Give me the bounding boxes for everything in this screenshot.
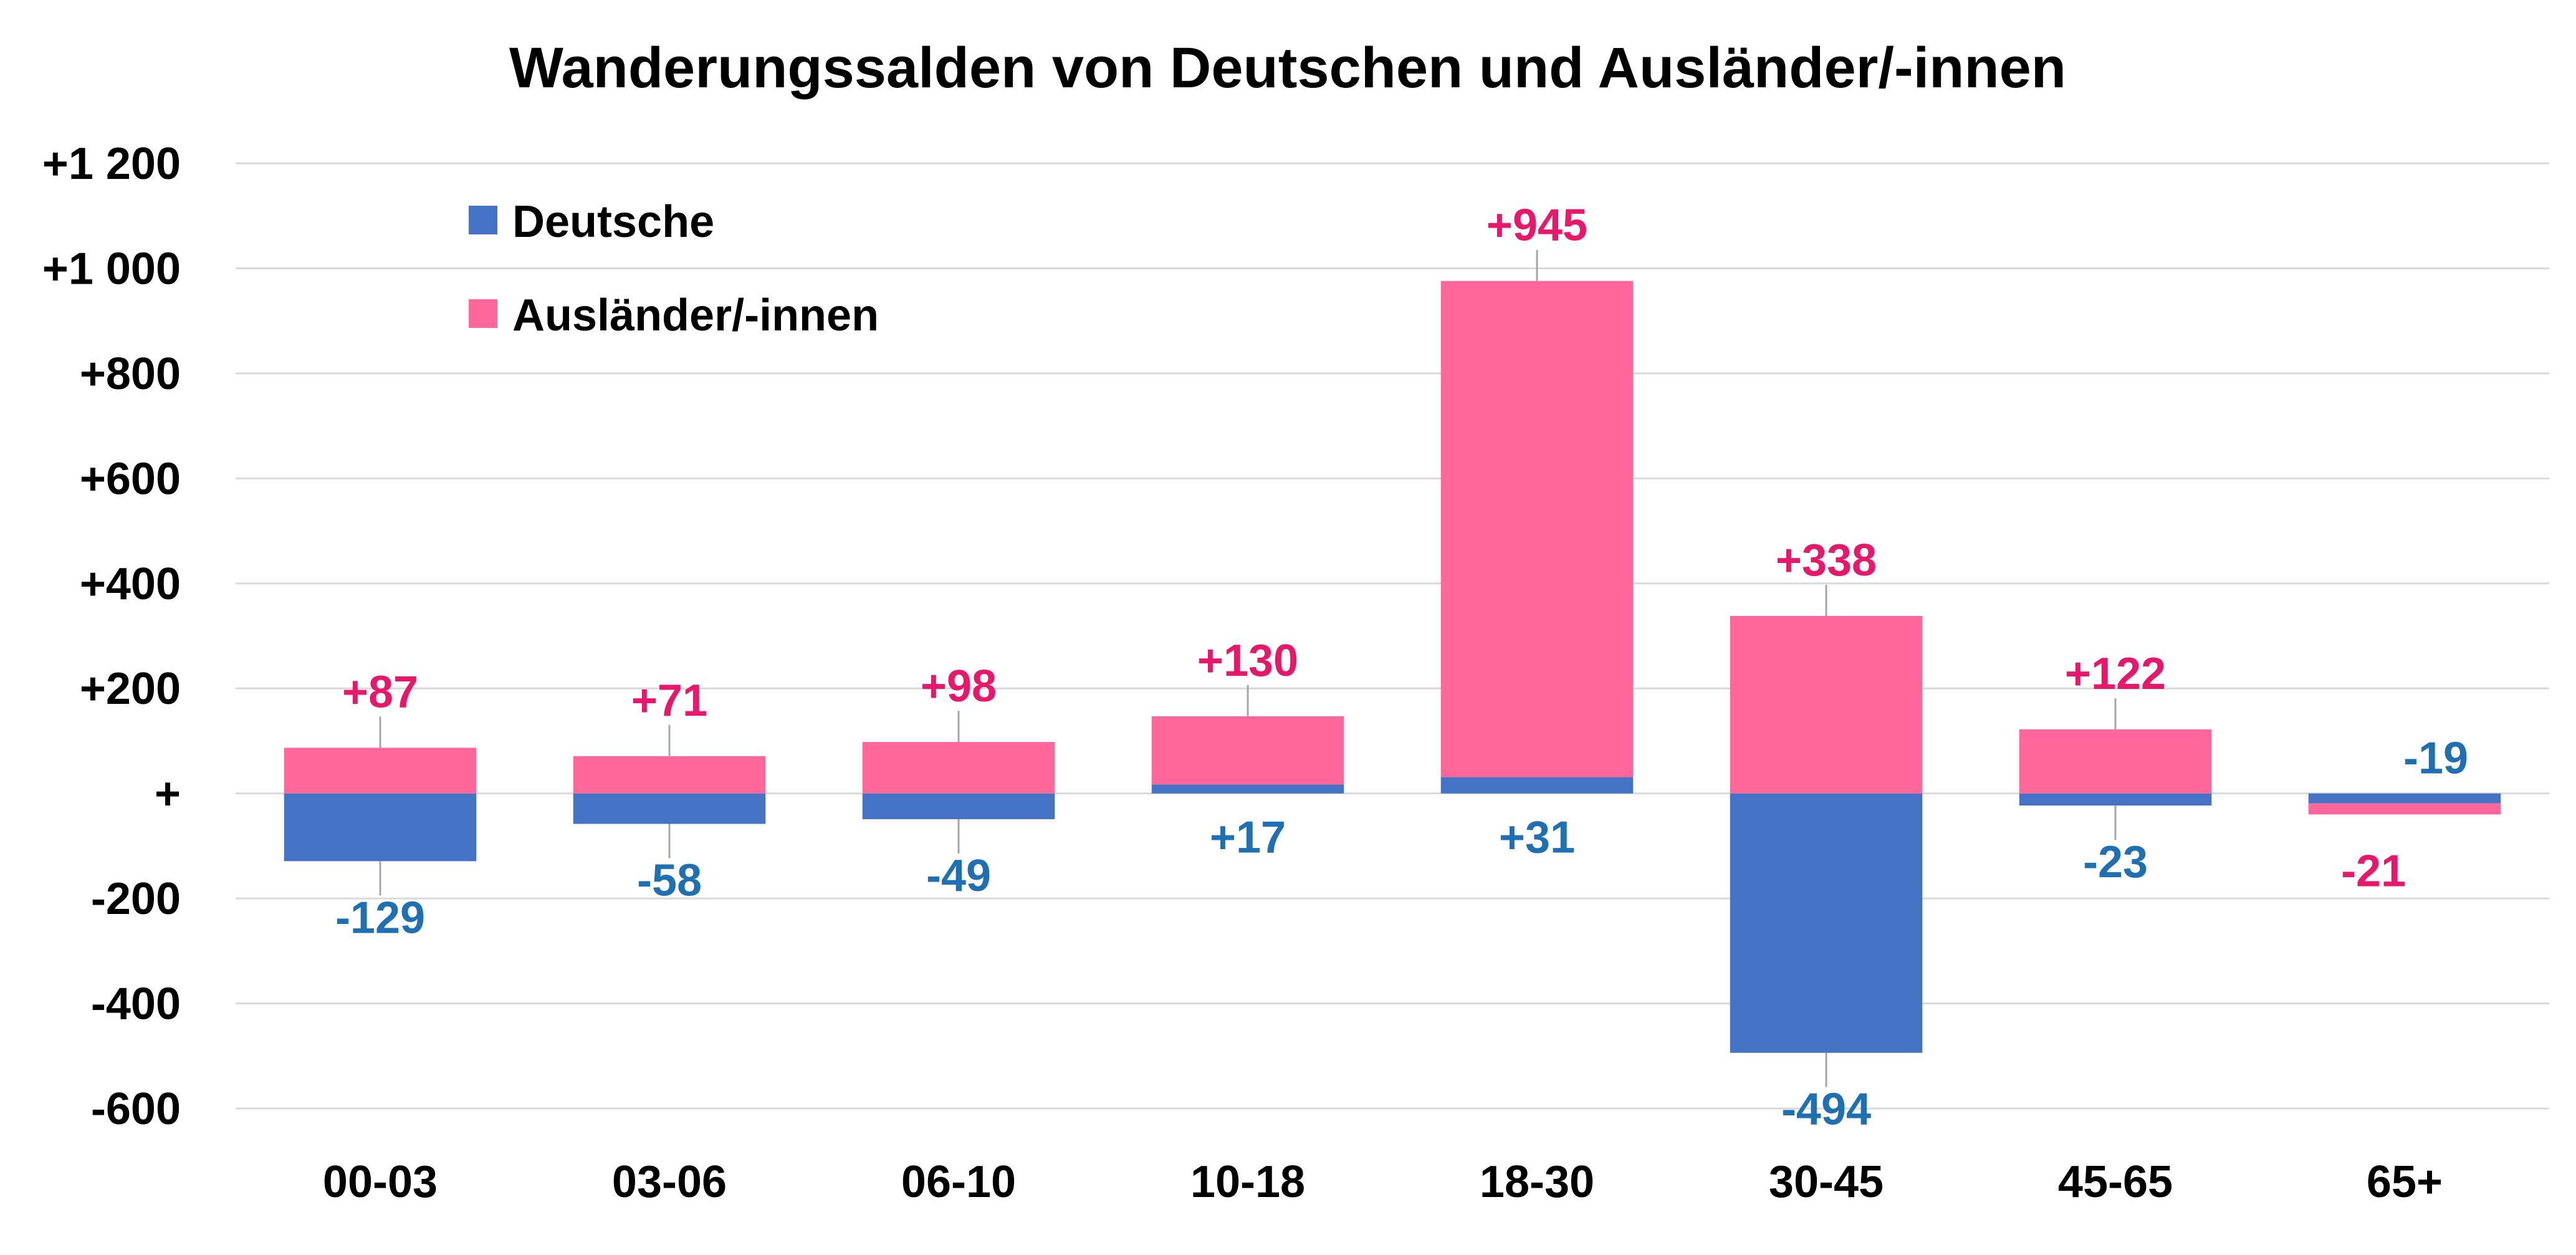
- bar-deutsche: [1440, 777, 1634, 794]
- label-deutsche: -58: [637, 856, 702, 906]
- bar-deutsche: [2019, 793, 2212, 806]
- label-deutsche: -49: [926, 851, 991, 901]
- y-tick-label: +400: [80, 559, 181, 609]
- y-tick-label: +800: [80, 349, 181, 399]
- bar-deutsche: [2308, 793, 2501, 804]
- bar-auslaender: [2019, 729, 2212, 794]
- bar-deutsche: [862, 793, 1055, 819]
- y-tick-label: +200: [80, 664, 181, 714]
- leader-lines: [379, 249, 2117, 1087]
- y-tick-label: +1 000: [42, 244, 181, 294]
- x-tick-label: 45-65: [2058, 1157, 2173, 1207]
- label-auslaender: +71: [631, 676, 707, 726]
- legend-swatch: [469, 206, 497, 234]
- label-deutsche: +31: [1499, 813, 1575, 863]
- legend-label: Ausländer/-innen: [512, 291, 879, 340]
- x-tick-label: 18-30: [1480, 1157, 1594, 1207]
- label-auslaender: +122: [2065, 649, 2166, 699]
- x-tick-label: 00-03: [323, 1157, 438, 1207]
- x-tick-label: 03-06: [612, 1157, 727, 1207]
- x-tick-label: 65+: [2367, 1157, 2443, 1207]
- y-tick-label: +600: [80, 454, 181, 504]
- label-deutsche: -19: [2403, 734, 2468, 784]
- y-tick-label: +1 200: [42, 139, 181, 189]
- label-auslaender: +945: [1487, 201, 1587, 251]
- y-axis: +1 200 +1 000 +800 +600 +400 +200 + -200 -400 -60…: [42, 139, 181, 1134]
- bar-deutsche: [1730, 793, 1923, 1053]
- label-deutsche: -129: [335, 893, 425, 943]
- bar-auslaender: [1440, 281, 1634, 777]
- label-auslaender: +98: [921, 661, 997, 711]
- bars: [284, 281, 2501, 1053]
- bar-auslaender: [573, 756, 766, 794]
- bar-deutsche: [284, 793, 477, 862]
- y-tick-label: -200: [91, 874, 181, 924]
- legend: Deutsche Ausländer/-innen: [469, 197, 879, 340]
- label-auslaender: +130: [1197, 636, 1298, 686]
- bar-auslaender: [284, 748, 477, 794]
- label-auslaender: +87: [342, 667, 418, 717]
- label-deutsche: +17: [1210, 813, 1286, 863]
- y-tick-label: -400: [91, 979, 181, 1029]
- x-tick-label: 10-18: [1190, 1157, 1305, 1207]
- label-deutsche: -23: [2083, 837, 2148, 887]
- chart-title: Wanderungssalden von Deutschen und Auslä…: [509, 36, 2066, 100]
- bar-deutsche: [1151, 784, 1344, 794]
- legend-swatch: [469, 299, 497, 328]
- bar-auslaender: [2308, 803, 2501, 815]
- x-axis: 00-03 03-06 06-10 10-18 18-30 30-45 45-65 65+: [323, 1157, 2443, 1207]
- bar-deutsche: [573, 793, 766, 824]
- label-deutsche: -494: [1781, 1085, 1871, 1135]
- label-auslaender: +338: [1776, 536, 1877, 585]
- x-tick-label: 30-45: [1769, 1157, 1884, 1207]
- label-auslaender: -21: [2341, 846, 2406, 896]
- data-labels: +87 -129 +71 -58 +98 -49 +130 +17 +945 +31 +338 -49…: [335, 201, 2468, 1135]
- y-tick-label: -600: [91, 1084, 181, 1134]
- bar-auslaender: [1730, 615, 1923, 794]
- legend-label: Deutsche: [512, 197, 714, 247]
- bar-auslaender: [862, 742, 1055, 794]
- y-tick-label: +: [155, 769, 181, 819]
- bar-auslaender: [1151, 716, 1344, 785]
- x-tick-label: 06-10: [901, 1157, 1016, 1207]
